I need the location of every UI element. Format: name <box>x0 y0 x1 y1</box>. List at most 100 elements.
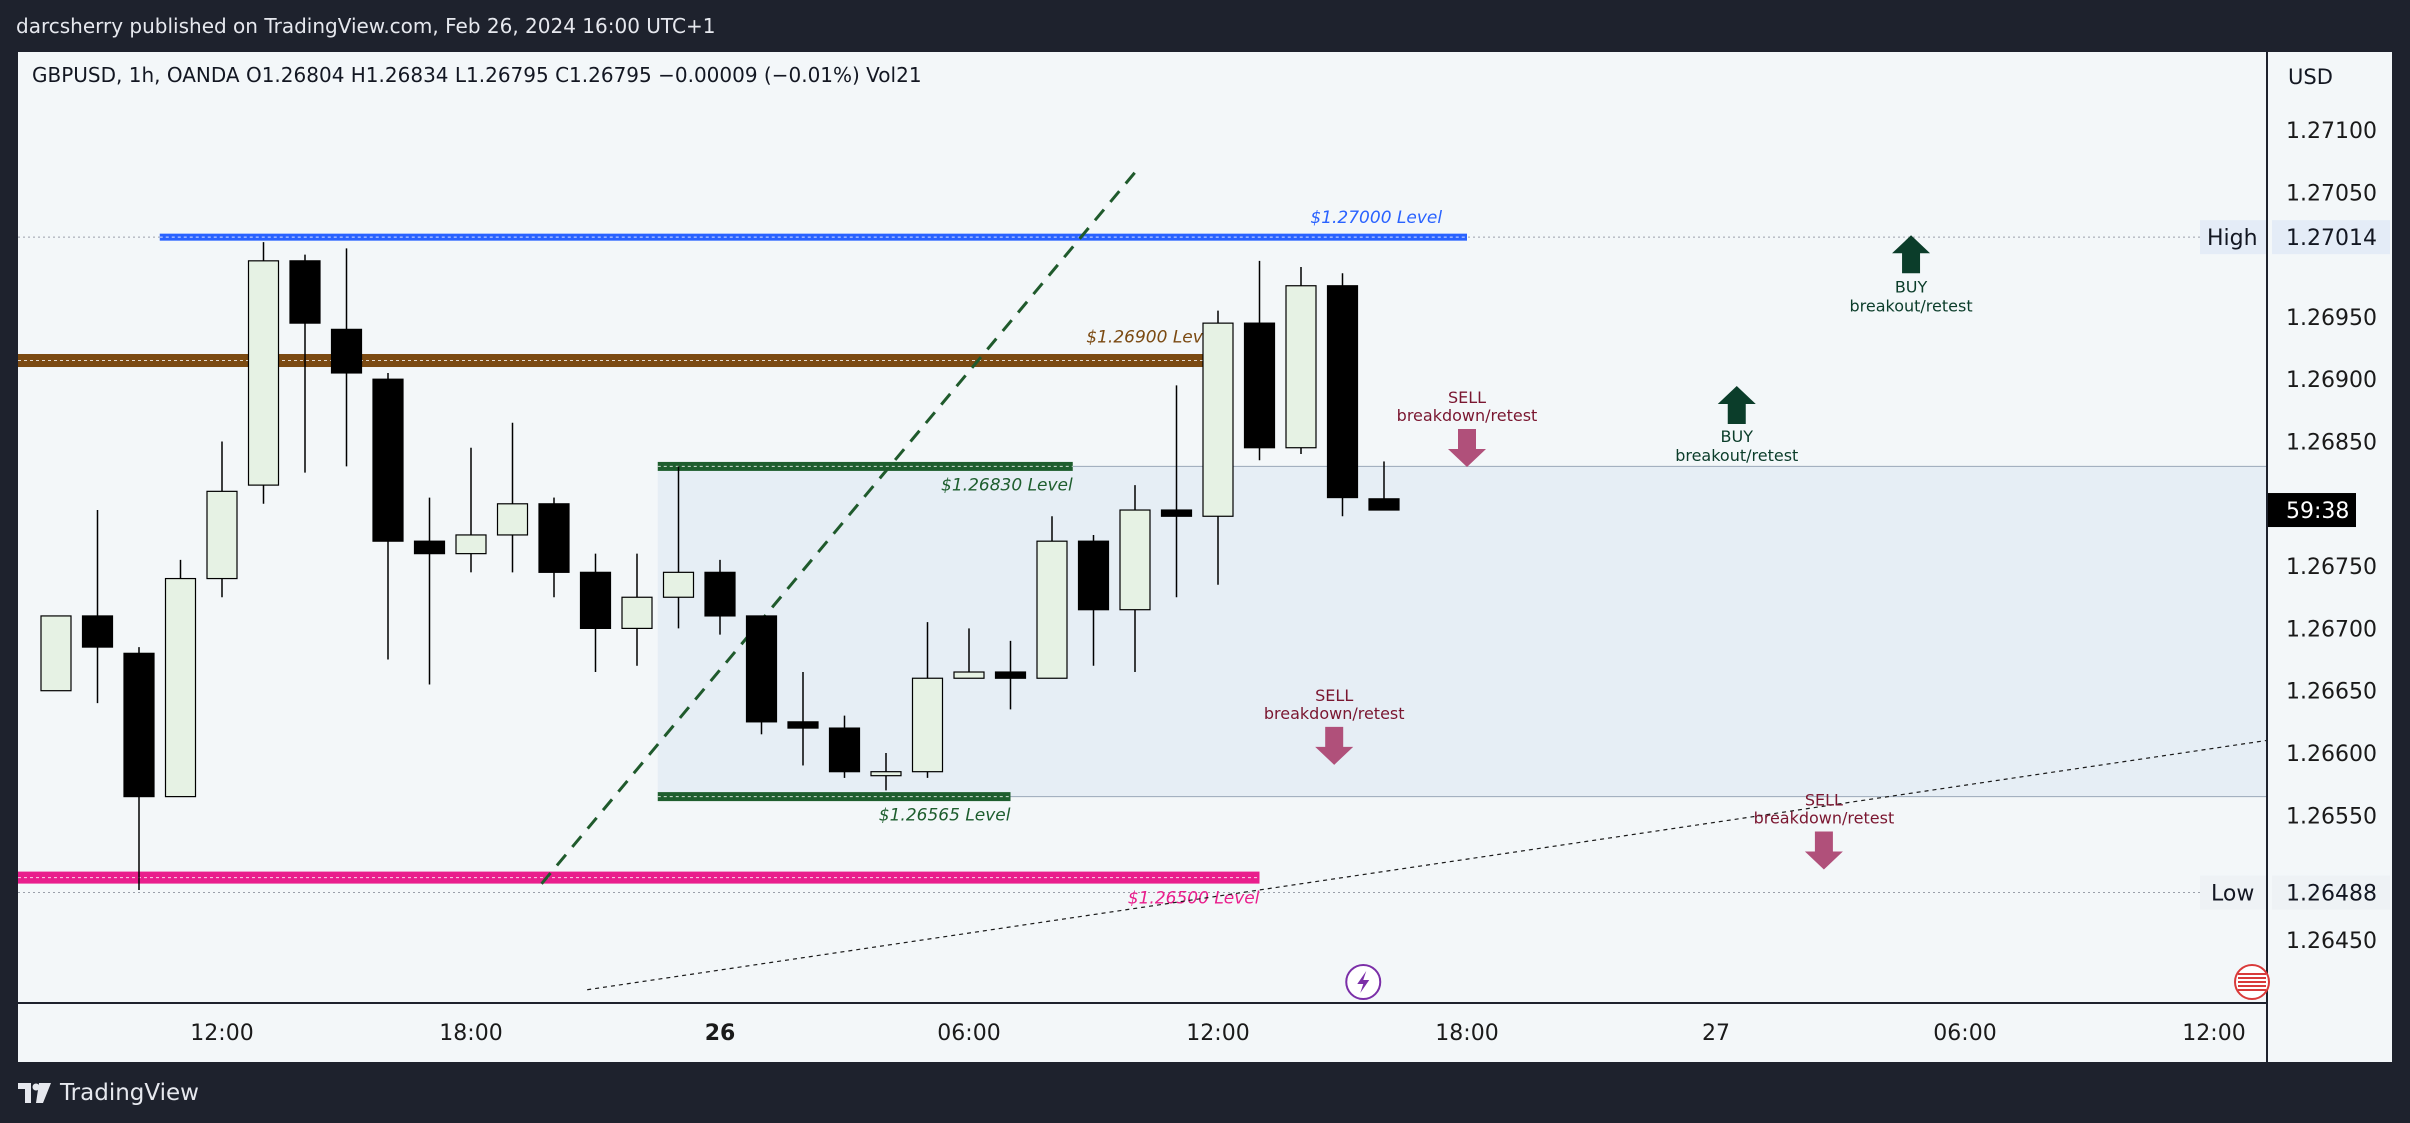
candle-body-32[interactable] <box>1368 498 1400 511</box>
trendlines-layer <box>540 166 2267 991</box>
sell-arrow-low <box>1804 831 1843 870</box>
candle-body-12[interactable] <box>538 503 570 573</box>
buy-mid-sub-label: breakout/retest <box>1675 446 1798 465</box>
buy-top-label: BUY <box>1895 277 1928 296</box>
symbol-legend[interactable]: GBPUSD, 1h, OANDA O1.26804 H1.26834 L1.2… <box>32 63 922 87</box>
candle-body-5[interactable] <box>247 260 280 486</box>
sell-upper-label: SELL <box>1448 388 1486 407</box>
time-tick-0: 12:00 <box>190 1021 253 1046</box>
price-tick-0: 1.27100 <box>2286 119 2377 144</box>
high-value-bg <box>2272 220 2390 255</box>
price-tick-8: 1.26600 <box>2286 742 2377 767</box>
tradingview-logo-icon <box>18 1083 51 1103</box>
level-line-3[interactable] <box>657 461 1073 471</box>
chart[interactable]: $1.27000 Level $1.26900 Level $1.26830 Lev… <box>0 0 2410 1062</box>
candle-body-3[interactable] <box>164 577 197 798</box>
brand[interactable]: TradingView <box>18 1080 199 1106</box>
candle-body-9[interactable] <box>413 540 446 555</box>
time-tick-6: 27 <box>1702 1021 1730 1046</box>
buy-top-sub-label: breakout/retest <box>1849 296 1972 315</box>
level-label-2: $1.26900 Level <box>1086 328 1218 348</box>
candle-body-26[interactable] <box>1119 509 1151 611</box>
buy-mid-label: BUY <box>1721 427 1754 446</box>
candle-body-27[interactable] <box>1160 509 1193 517</box>
time-tick-7: 06:00 <box>1933 1021 1996 1046</box>
annotations-layer: BUYbreakout/retestBUYbreakout/retestSELL… <box>1264 235 2270 1000</box>
low-tag-bg <box>2200 875 2266 910</box>
candle-body-7[interactable] <box>330 328 363 374</box>
candle-body-2[interactable] <box>123 652 155 798</box>
level-label-4: $1.26565 Level <box>879 806 1011 826</box>
high-tag-label: High <box>2207 226 2258 251</box>
trendline-support[interactable] <box>540 166 1141 885</box>
footer-bar <box>0 1062 2410 1123</box>
candle-body-20[interactable] <box>870 771 902 777</box>
candle-body-21[interactable] <box>911 677 944 773</box>
candle-body-29[interactable] <box>1243 322 1276 449</box>
level-line-1[interactable] <box>159 233 1467 241</box>
time-tick-4: 12:00 <box>1186 1021 1249 1046</box>
high-value-label: 1.27014 <box>2286 226 2377 251</box>
candle-body-6[interactable] <box>289 260 321 324</box>
publish-bar: darcsherry published on TradingView.com,… <box>0 0 2410 52</box>
candle-body-11[interactable] <box>496 503 529 536</box>
price-tick-1: 1.27050 <box>2286 181 2377 206</box>
candle-body-4[interactable] <box>206 490 238 580</box>
candle-body-19[interactable] <box>828 727 861 773</box>
level-lines-layer: $1.27000 Level $1.26900 Level $1.26830 Lev… <box>18 208 2266 909</box>
high-tag-bg <box>2200 220 2266 255</box>
time-tick-1: 18:00 <box>439 1021 502 1046</box>
low-tag-label: Low <box>2211 882 2254 907</box>
currency-label[interactable]: USD <box>2288 65 2333 89</box>
candle-body-24[interactable] <box>1036 540 1068 679</box>
price-tick-4: 1.26850 <box>2286 431 2377 456</box>
time-axis[interactable] <box>18 1004 2266 1062</box>
sell-mid-sub-label: breakdown/retest <box>1264 704 1405 723</box>
time-tick-5: 18:00 <box>1435 1021 1498 1046</box>
candle-body-14[interactable] <box>621 596 653 629</box>
price-tick-10: 1.26450 <box>2286 929 2377 954</box>
candle-body-31[interactable] <box>1326 285 1359 499</box>
candles-layer <box>40 242 1400 891</box>
candle-body-17[interactable] <box>745 615 778 723</box>
countdown-label[interactable]: 59:38 <box>2286 499 2349 524</box>
candle-body-0[interactable] <box>40 615 72 692</box>
level-label-5: $1.26500 Level <box>1128 889 1260 909</box>
sell-arrow-mid <box>1315 726 1354 765</box>
countdown-bg <box>2268 493 2356 528</box>
candle-body-23[interactable] <box>994 671 1027 679</box>
candle-body-30[interactable] <box>1285 285 1317 449</box>
sell-mid-label: SELL <box>1315 686 1353 705</box>
brand-name: TradingView <box>60 1080 199 1106</box>
range-box-layer <box>657 465 2266 798</box>
level-label-3: $1.26830 Level <box>941 475 1073 495</box>
candle-body-10[interactable] <box>455 534 487 555</box>
candle-body-8[interactable] <box>372 378 404 542</box>
candle-body-13[interactable] <box>579 571 612 630</box>
buy-arrow-mid <box>1717 386 1756 425</box>
time-tick-3: 06:00 <box>937 1021 1000 1046</box>
price-tick-7: 1.26650 <box>2286 680 2377 705</box>
sell-low-sub-label: breakdown/retest <box>1754 808 1895 827</box>
currency-box[interactable] <box>2268 54 2392 98</box>
low-value-label: 1.26488 <box>2286 882 2377 907</box>
price-tick-5: 1.26750 <box>2286 555 2377 580</box>
candle-body-15[interactable] <box>662 571 695 598</box>
trendline-channel[interactable] <box>587 739 2267 991</box>
price-scale-layer: 1.27100 1.27050 1.26950 1.26900 1.26850 1.267… <box>2200 119 2390 954</box>
range-box <box>657 466 2266 797</box>
candle-body-28[interactable] <box>1202 322 1234 517</box>
sell-arrow-upper <box>1448 429 1486 468</box>
price-tick-9: 1.26550 <box>2286 804 2377 829</box>
sell-upper-sub-label: breakdown/retest <box>1397 406 1538 425</box>
buy-arrow-top <box>1892 235 1931 274</box>
candle-body-25[interactable] <box>1077 540 1110 611</box>
candle-body-18[interactable] <box>787 721 819 729</box>
candle-body-16[interactable] <box>704 571 736 617</box>
sell-low-label: SELL <box>1805 790 1843 809</box>
publish-info: darcsherry published on TradingView.com,… <box>16 14 716 38</box>
candle-body-1[interactable] <box>81 615 114 648</box>
price-tick-6: 1.26700 <box>2286 617 2377 642</box>
candle-body-22[interactable] <box>953 671 985 679</box>
lightning-glyph <box>1357 971 1370 993</box>
